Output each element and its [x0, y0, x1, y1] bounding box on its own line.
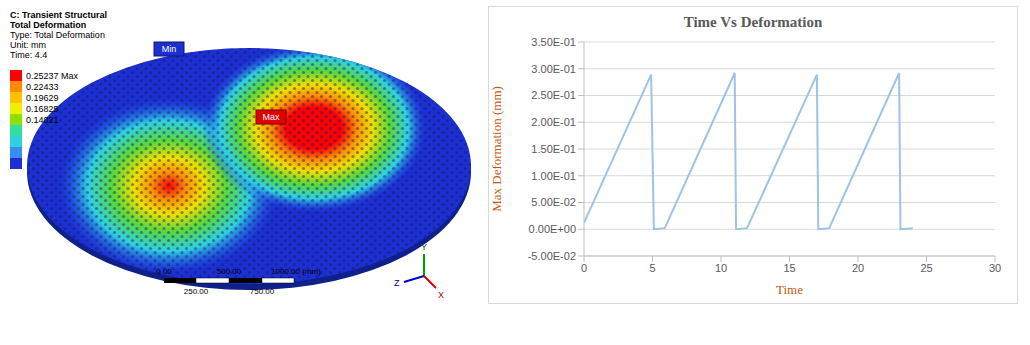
svg-text:Time: Time — [776, 282, 803, 297]
svg-text:0.22433: 0.22433 — [26, 82, 59, 92]
svg-text:Min: Min — [162, 44, 177, 54]
svg-text:1000.00 (mm): 1000.00 (mm) — [271, 267, 321, 276]
svg-text:X: X — [438, 290, 444, 300]
html-text:Time Vs Deformation: Time Vs Deformation — [683, 14, 823, 30]
svg-text:0.16825: 0.16825 — [26, 104, 59, 114]
svg-text:Total Deformation: Total Deformation — [10, 20, 86, 30]
svg-text:1.00E-01: 1.00E-01 — [531, 170, 576, 182]
svg-text:0.00: 0.00 — [156, 267, 172, 276]
svg-text:500.00: 500.00 — [217, 267, 242, 276]
svg-text:0.19629: 0.19629 — [26, 93, 59, 103]
svg-text:C: Transient Structural: C: Transient Structural — [10, 10, 107, 20]
svg-text:Max: Max — [262, 112, 280, 122]
svg-text:Time: 4.4: Time: 4.4 — [10, 50, 47, 60]
svg-text:5: 5 — [649, 262, 655, 274]
svg-text:10: 10 — [715, 262, 727, 274]
svg-text:0.25237 Max: 0.25237 Max — [26, 71, 79, 81]
svg-text:Y: Y — [421, 242, 427, 252]
svg-text:2.50E-01: 2.50E-01 — [531, 89, 576, 101]
svg-text:750.00: 750.00 — [250, 287, 275, 296]
svg-text:3.50E-01: 3.50E-01 — [531, 37, 576, 48]
svg-text:0.14021: 0.14021 — [26, 115, 59, 125]
svg-text:0.00E+00: 0.00E+00 — [529, 223, 576, 235]
svg-text:0: 0 — [581, 262, 587, 274]
svg-text:-5.00E-02: -5.00E-02 — [528, 250, 576, 262]
svg-text:15: 15 — [783, 262, 795, 274]
svg-text:Max Deformation (mm): Max Deformation (mm) — [489, 86, 504, 212]
svg-text:1.50E-01: 1.50E-01 — [531, 143, 576, 155]
svg-text:5.00E-02: 5.00E-02 — [531, 196, 576, 208]
svg-text:20: 20 — [852, 262, 864, 274]
svg-text:2.00E-01: 2.00E-01 — [531, 116, 576, 128]
svg-text:Z: Z — [394, 278, 400, 288]
svg-text:3.00E-01: 3.00E-01 — [531, 63, 576, 75]
svg-text:30: 30 — [989, 262, 1001, 274]
svg-text:25: 25 — [920, 262, 932, 274]
svg-text:Unit: mm: Unit: mm — [10, 40, 46, 50]
svg-text:250.00: 250.00 — [184, 287, 209, 296]
svg-text:Type: Total Deformation: Type: Total Deformation — [10, 30, 105, 40]
